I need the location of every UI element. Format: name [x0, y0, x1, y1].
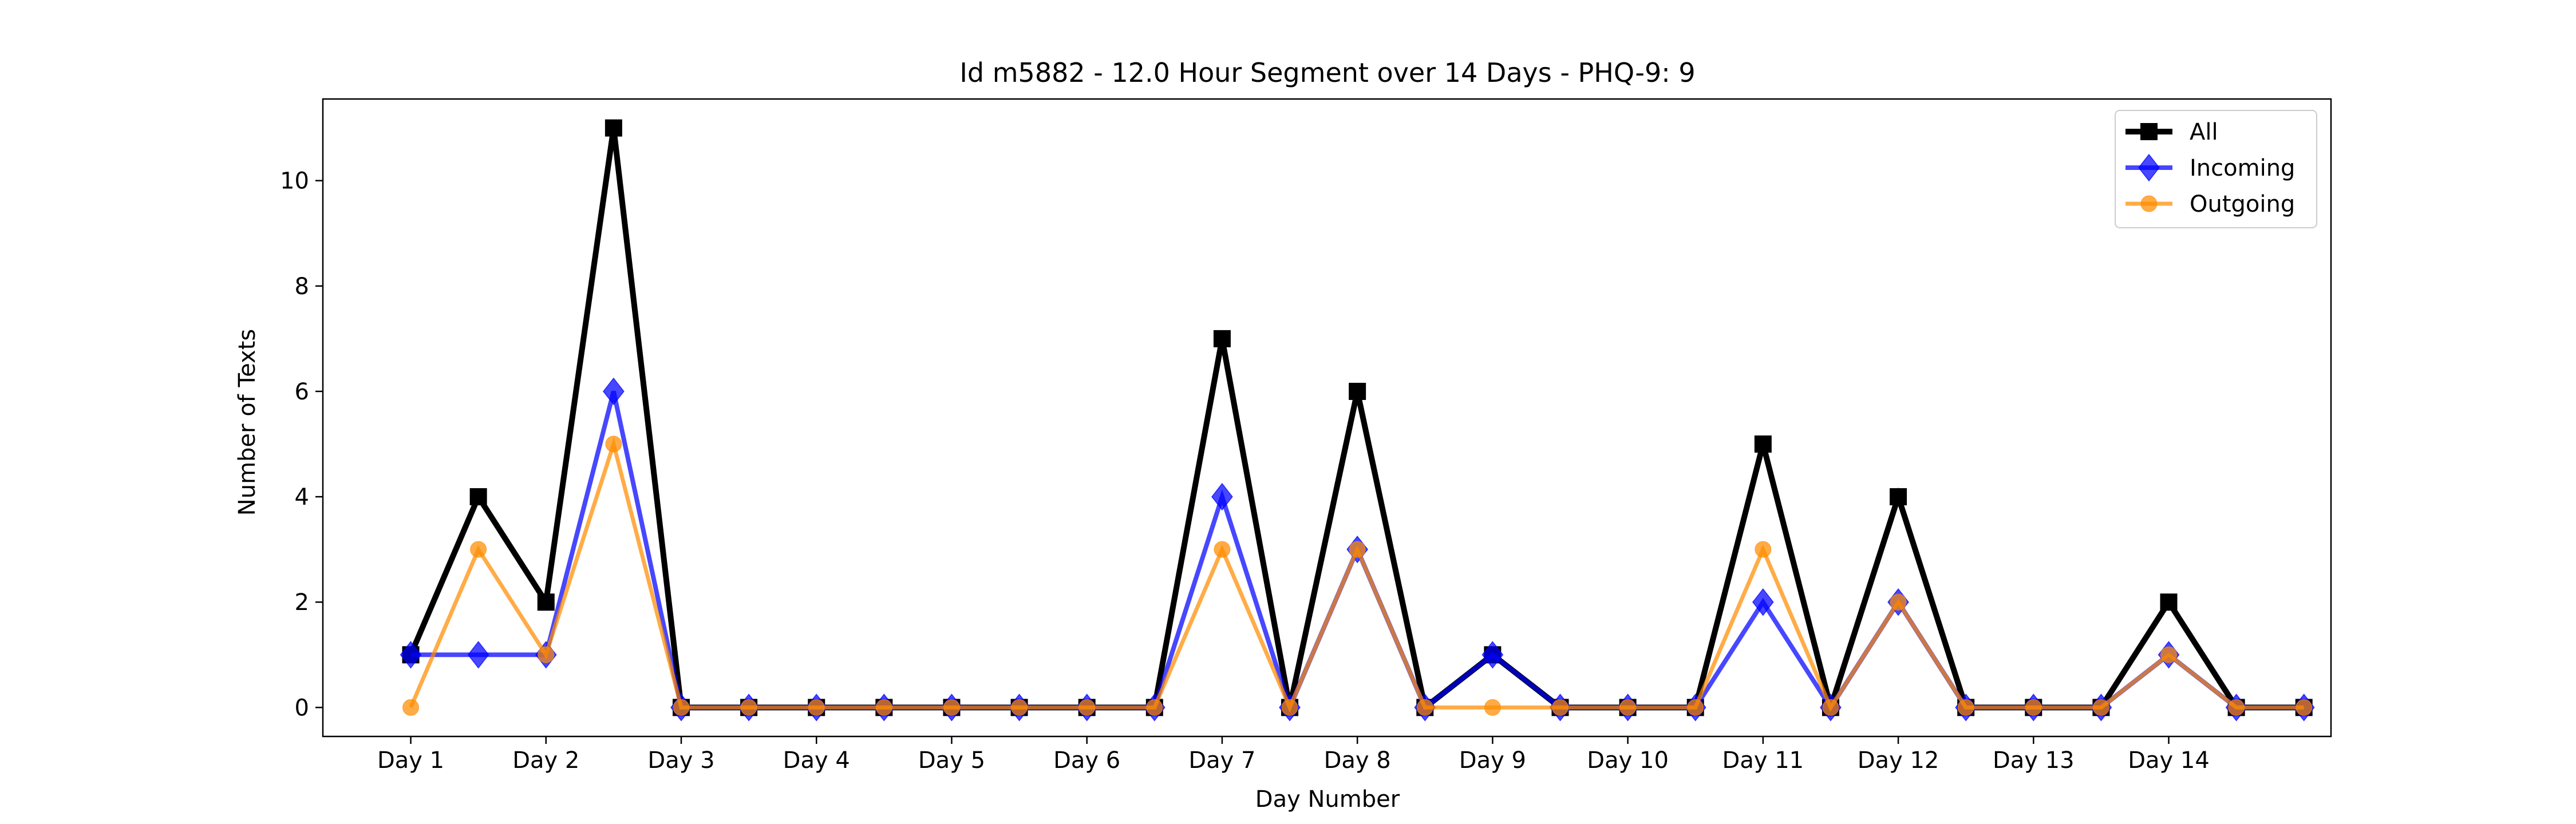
x-tick-label: Day 5 — [918, 747, 985, 774]
x-tick-label: Day 6 — [1053, 747, 1120, 774]
x-tick-label: Day 2 — [512, 747, 579, 774]
data-point-all — [1890, 488, 1907, 506]
legend-entry-outgoing: Outgoing — [2125, 191, 2295, 217]
data-point-outgoing — [2296, 699, 2313, 716]
data-point-all — [2160, 593, 2178, 611]
data-point-outgoing — [943, 699, 960, 716]
plot-background — [323, 99, 2331, 736]
data-point-all — [469, 488, 487, 506]
data-point-outgoing — [402, 699, 420, 716]
legend-label-all: All — [2190, 119, 2218, 145]
y-tick-label: 4 — [295, 484, 309, 510]
data-point-outgoing — [1011, 699, 1028, 716]
legend-marker-all — [2140, 123, 2158, 140]
plot-frame — [322, 98, 2332, 738]
x-tick-label: Day 13 — [1993, 747, 2075, 774]
x-tick-label: Day 14 — [2128, 747, 2210, 774]
x-tick-label: Day 10 — [1587, 747, 1669, 774]
data-point-outgoing — [538, 646, 555, 663]
y-tick-label: 10 — [280, 168, 309, 195]
y-axis-label: Number of Texts — [234, 329, 260, 516]
legend-frame — [2115, 110, 2317, 228]
data-point-outgoing — [1957, 699, 1974, 716]
data-point-outgoing — [1687, 699, 1704, 716]
x-tick-label: Day 12 — [1858, 747, 1939, 774]
data-point-outgoing — [2160, 646, 2178, 663]
y-tick-label: 8 — [295, 274, 309, 300]
legend-entry-all: All — [2125, 119, 2218, 145]
x-tick-label: Day 9 — [1459, 747, 1526, 774]
data-point-outgoing — [1416, 699, 1433, 716]
x-tick-label: Day 4 — [783, 747, 850, 774]
data-point-outgoing — [673, 699, 690, 716]
data-point-outgoing — [2092, 699, 2109, 716]
legend-marker-incoming — [2138, 153, 2160, 182]
data-point-outgoing — [1214, 541, 1231, 558]
x-tick-label: Day 11 — [1722, 747, 1804, 774]
data-point-outgoing — [1755, 541, 1772, 558]
y-tick-label: 6 — [295, 379, 309, 405]
plot-area: 0 2 4 6 8 10 Day 1 Day 2 Day 3 Day 4 Day 5 Day 6 Day… — [280, 98, 2332, 774]
data-point-incoming — [603, 377, 625, 406]
legend-entry-incoming: Incoming — [2125, 153, 2295, 182]
data-point-all — [605, 119, 622, 137]
data-point-outgoing — [605, 435, 622, 453]
data-point-outgoing — [808, 699, 825, 716]
x-tick-label: Day 8 — [1324, 747, 1391, 774]
data-point-all — [1349, 382, 1366, 400]
legend-label-incoming: Incoming — [2190, 155, 2295, 181]
legend: All Incoming Outgoing — [2115, 110, 2317, 228]
data-point-outgoing — [1281, 699, 1298, 716]
data-point-incoming — [1752, 588, 1774, 616]
data-point-outgoing — [1822, 699, 1839, 716]
data-point-incoming — [400, 641, 422, 669]
y-tick-label: 0 — [295, 695, 309, 721]
data-point-outgoing — [1890, 593, 1907, 611]
data-point-outgoing — [875, 699, 892, 716]
chart-title: Id m5882 - 12.0 Hour Segment over 14 Day… — [959, 57, 1695, 88]
data-point-outgoing — [2025, 699, 2042, 716]
data-point-outgoing — [2228, 699, 2245, 716]
data-point-incoming — [1481, 641, 1504, 669]
data-point-incoming — [467, 641, 489, 669]
data-point-all — [1213, 330, 1231, 347]
x-axis-label: Day Number — [1255, 786, 1400, 813]
data-point-all — [1754, 435, 1772, 453]
data-point-outgoing — [470, 541, 487, 558]
data-point-outgoing — [1078, 699, 1096, 716]
series-outgoing — [402, 435, 2313, 716]
legend-label-outgoing: Outgoing — [2190, 191, 2295, 217]
legend-marker-outgoing — [2140, 195, 2158, 212]
data-point-outgoing — [1551, 699, 1568, 716]
data-point-outgoing — [740, 699, 757, 716]
x-tick-label: Day 1 — [377, 747, 444, 774]
data-point-outgoing — [1484, 699, 1501, 716]
data-point-outgoing — [1619, 699, 1637, 716]
data-point-incoming — [1211, 482, 1233, 511]
data-point-outgoing — [1349, 541, 1366, 558]
y-tick-label: 2 — [295, 589, 309, 616]
x-tick-label: Day 3 — [647, 747, 714, 774]
data-point-outgoing — [1146, 699, 1163, 716]
x-tick-label: Day 7 — [1188, 747, 1255, 774]
data-point-all — [537, 593, 555, 611]
